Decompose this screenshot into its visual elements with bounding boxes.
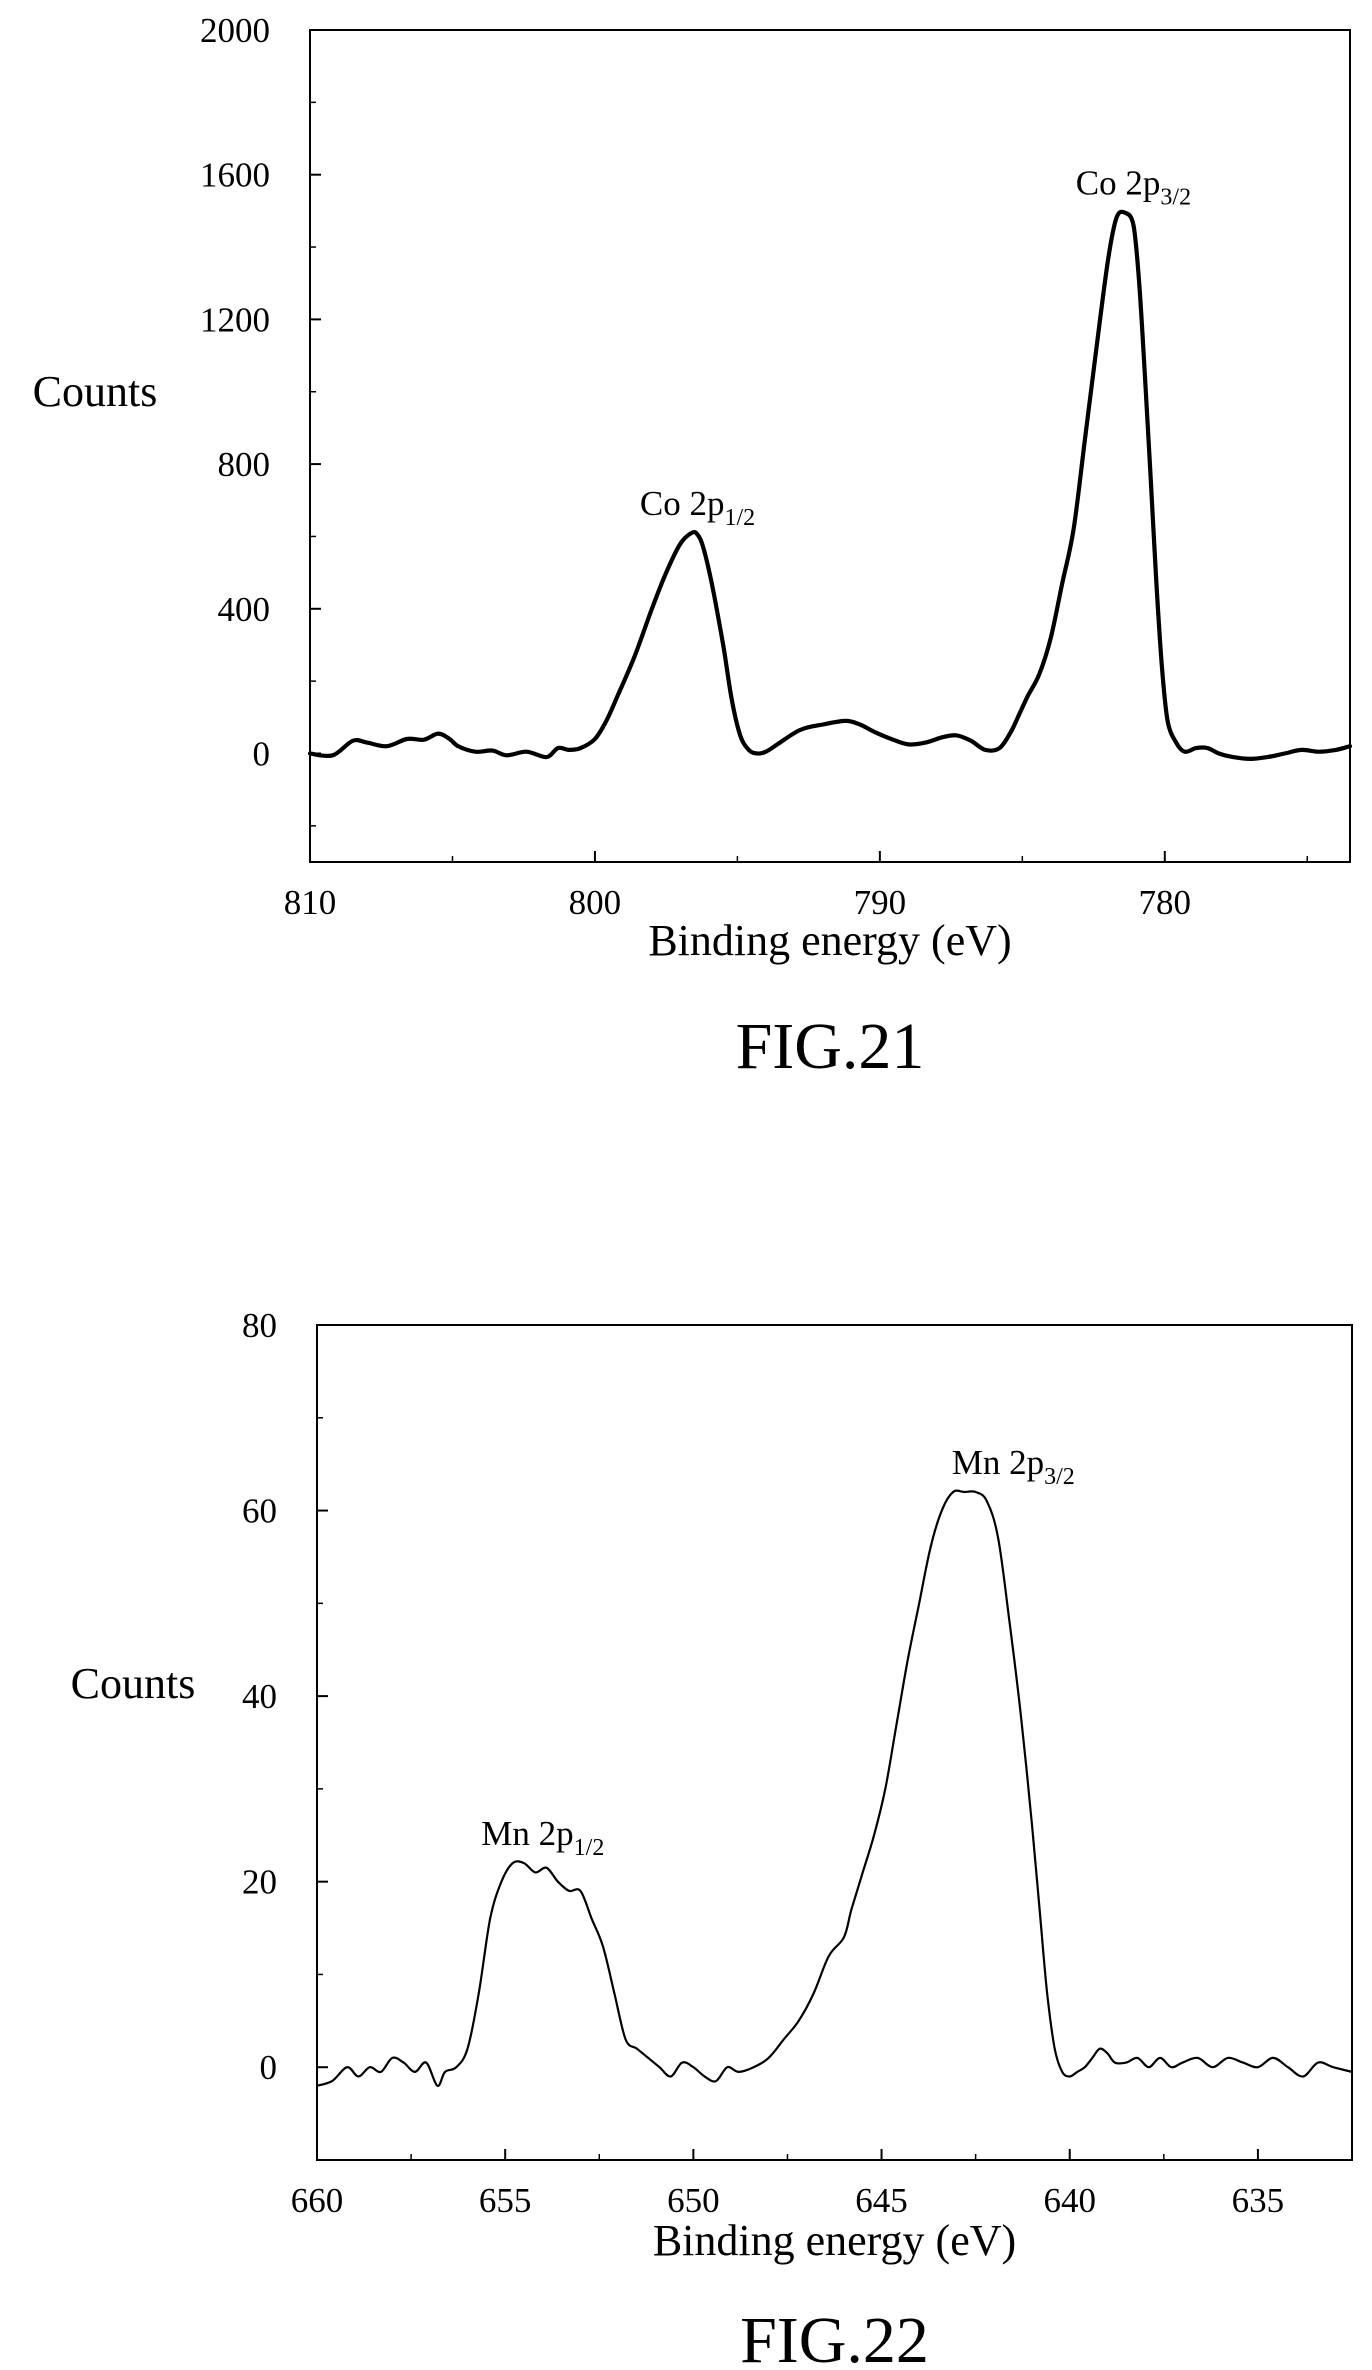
x-tick-label: 790 xyxy=(854,883,907,922)
chart-fig22: 0 20 40 60 80 660 655 650 645 640 635 Mn 2p1/2 Mn 2p… xyxy=(71,1306,1354,2370)
peak-label: Co 2p1/2 xyxy=(640,484,755,531)
figure-caption: FIG.22 xyxy=(740,2304,929,2370)
x-tick-label: 635 xyxy=(1232,2181,1285,2220)
x-axis-title: Binding energy (eV) xyxy=(648,916,1011,965)
y-tick-label: 1200 xyxy=(200,300,270,339)
y-tick-label: 1600 xyxy=(200,156,270,195)
x-tick-label: 810 xyxy=(284,883,337,922)
spectrum-line xyxy=(315,1489,1354,2087)
y-axis-title: Counts xyxy=(71,1659,196,1708)
x-tick-label: 800 xyxy=(569,883,622,922)
x-axis-title: Binding energy (eV) xyxy=(653,2216,1016,2265)
y-tick-label: 80 xyxy=(242,1306,277,1345)
x-tick-label: 640 xyxy=(1043,2181,1096,2220)
peak-label: Mn 2p1/2 xyxy=(481,1814,604,1861)
x-tick-label: 645 xyxy=(855,2181,908,2220)
spectrum-line xyxy=(307,209,1353,761)
chart-fig21: 0 400 800 1200 1600 2000 810 800 790 780 Co 2p1/2 C… xyxy=(33,11,1353,1083)
peak-label: Mn 2p3/2 xyxy=(952,1443,1075,1490)
y-tick-label: 40 xyxy=(242,1677,277,1716)
y-tick-label: 0 xyxy=(260,2048,278,2087)
x-tick-label: 655 xyxy=(479,2181,532,2220)
y-tick-label: 20 xyxy=(242,1863,277,1902)
y-tick-label: 60 xyxy=(242,1492,277,1531)
y-tick-label: 2000 xyxy=(200,11,270,50)
y-tick-label: 0 xyxy=(253,734,271,773)
y-tick-label: 800 xyxy=(218,445,271,484)
x-tick-label: 650 xyxy=(667,2181,720,2220)
y-tick-label: 400 xyxy=(218,590,271,629)
plot-frame xyxy=(316,1324,1353,2161)
plot-frame xyxy=(309,29,1351,863)
y-axis-title: Counts xyxy=(33,367,158,416)
figure-caption: FIG.21 xyxy=(736,1010,925,1083)
x-tick-label: 780 xyxy=(1139,883,1192,922)
peak-label: Co 2p3/2 xyxy=(1076,164,1191,211)
x-tick-label: 660 xyxy=(291,2181,344,2220)
